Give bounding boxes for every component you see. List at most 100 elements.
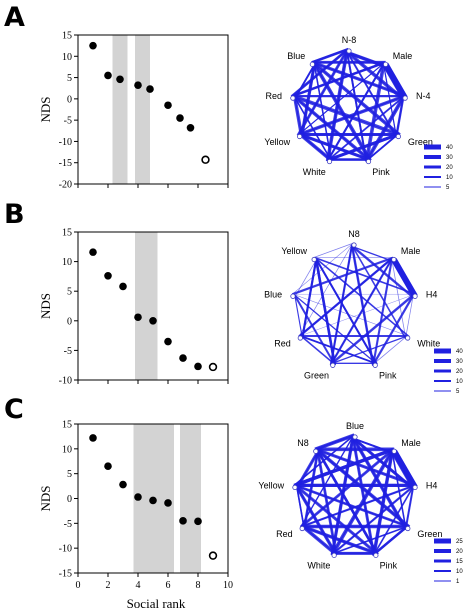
network-edge — [326, 62, 385, 162]
y-tick-label: -15 — [59, 569, 72, 580]
data-point — [179, 354, 187, 362]
network-edge — [373, 526, 408, 555]
scatter-chart-a: 15 10 5 0 -5 -10 -15 -20 NDS — [38, 31, 229, 191]
x-tick-label: 2 — [106, 580, 111, 591]
network-edge — [298, 62, 385, 136]
network-edge — [404, 486, 415, 529]
network-edge — [294, 295, 303, 338]
network-node — [311, 256, 317, 263]
network-edge — [293, 64, 315, 100]
node-label: Male — [401, 438, 421, 448]
network-node — [405, 335, 411, 341]
panel-label-c: C — [4, 394, 24, 425]
data-point-open — [201, 155, 210, 164]
panel-label-b: B — [4, 199, 25, 230]
scatter-chart-c: 15 10 5 0 -5 -10 -15 0 2 4 6 8 10 NDS Social rank — [38, 420, 233, 612]
network-edge — [301, 335, 335, 365]
legend-label: 30 — [456, 359, 463, 365]
network-node — [391, 448, 397, 454]
node-label: Yellow — [258, 480, 284, 490]
y-axis-label: NDS — [38, 293, 53, 319]
network-node — [412, 484, 418, 491]
network-edge — [314, 257, 410, 338]
network-edge — [294, 295, 335, 365]
data-point — [134, 313, 142, 322]
network-node — [313, 448, 319, 454]
node-label: White — [303, 167, 326, 177]
y-tick-label: 5 — [67, 73, 72, 84]
shaded-region — [112, 35, 128, 184]
data-point-open — [208, 362, 218, 372]
y-tick-label: 10 — [62, 257, 72, 268]
network-edge — [315, 447, 417, 487]
network-edge — [312, 61, 407, 97]
network-edge — [295, 485, 337, 555]
network-node — [290, 293, 296, 299]
network-edge — [294, 97, 303, 137]
network-edge — [298, 243, 353, 338]
network-edge — [313, 242, 354, 258]
data-point — [89, 434, 97, 442]
data-point — [149, 317, 157, 325]
network-edge — [373, 486, 414, 555]
network-edge — [372, 294, 415, 365]
network-edge — [293, 294, 409, 337]
network-edge — [314, 256, 417, 296]
node-label: Green — [408, 137, 433, 147]
network-node — [330, 362, 336, 368]
legend-label: 30 — [446, 155, 453, 161]
data-point — [146, 85, 154, 93]
network-edge — [298, 243, 353, 338]
network-edge — [395, 97, 405, 137]
data-point — [104, 462, 112, 471]
legend-label: 10 — [456, 569, 463, 575]
network-edge — [296, 486, 305, 529]
network-edge — [293, 447, 395, 488]
node-label: Pink — [379, 371, 397, 381]
data-point — [119, 282, 127, 291]
network-edge — [314, 258, 337, 366]
network-edge — [405, 295, 414, 338]
data-point — [89, 248, 97, 256]
x-tick-label: 4 — [136, 580, 141, 591]
network-node — [346, 48, 352, 54]
data-point — [179, 517, 187, 525]
data-point — [149, 496, 157, 505]
shaded-region — [135, 35, 150, 184]
y-axis-label: NDS — [38, 485, 53, 511]
network-edge-strong — [391, 258, 418, 298]
network-edge — [291, 61, 386, 98]
network-node — [402, 95, 408, 101]
network-edge — [300, 64, 316, 138]
data-point — [164, 337, 172, 346]
legend-label: 1 — [456, 579, 460, 585]
network-node — [292, 484, 298, 491]
y-tick-label: -10 — [59, 376, 72, 387]
network-node — [297, 133, 303, 140]
y-tick-label: 0 — [67, 494, 72, 505]
network-edge — [299, 133, 370, 162]
network-node — [383, 61, 389, 67]
x-tick-label: 10 — [223, 580, 233, 591]
node-label: Red — [276, 529, 293, 539]
legend-label: 25 — [456, 539, 463, 545]
legend-label: 5 — [446, 185, 450, 191]
network-edge — [391, 259, 407, 339]
y-tick-label: -5 — [64, 116, 72, 127]
legend-label: 40 — [446, 145, 453, 151]
network-edge-strong — [391, 449, 418, 489]
network-edge — [312, 62, 372, 162]
legend-label: 40 — [456, 349, 463, 355]
y-tick-label: -20 — [59, 180, 72, 191]
node-label: H4 — [426, 289, 438, 299]
data-point — [134, 493, 142, 501]
y-tick-label: 10 — [62, 52, 72, 63]
network-edge — [294, 260, 317, 298]
network-edge — [299, 294, 415, 337]
network-edge — [292, 94, 400, 137]
data-point-open — [208, 551, 218, 560]
network-edge — [299, 133, 332, 162]
network-node — [365, 158, 372, 165]
legend-label: 20 — [456, 369, 463, 375]
